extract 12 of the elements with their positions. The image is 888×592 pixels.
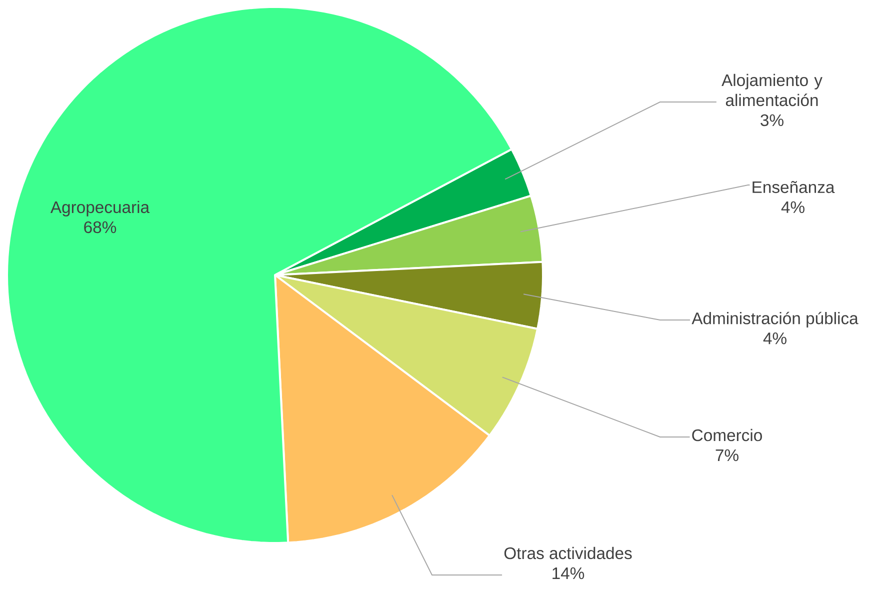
data-label: 68%	[84, 221, 116, 234]
slice-label: Otras actividades	[504, 546, 632, 560]
slice-label: Enseñanza	[752, 180, 835, 194]
data-label: 4%	[763, 332, 786, 344]
slice-label: Comercio	[692, 428, 762, 442]
slice-label: Alojamiento y alimentación	[722, 74, 822, 106]
data-label: 7%	[716, 449, 738, 462]
slice-label: Agropecuaria	[50, 200, 150, 216]
slice-label: Administración pública	[692, 312, 858, 328]
data-label: 14%	[552, 567, 584, 580]
data-label: 4%	[781, 201, 804, 214]
data-label: 3%	[760, 114, 784, 126]
